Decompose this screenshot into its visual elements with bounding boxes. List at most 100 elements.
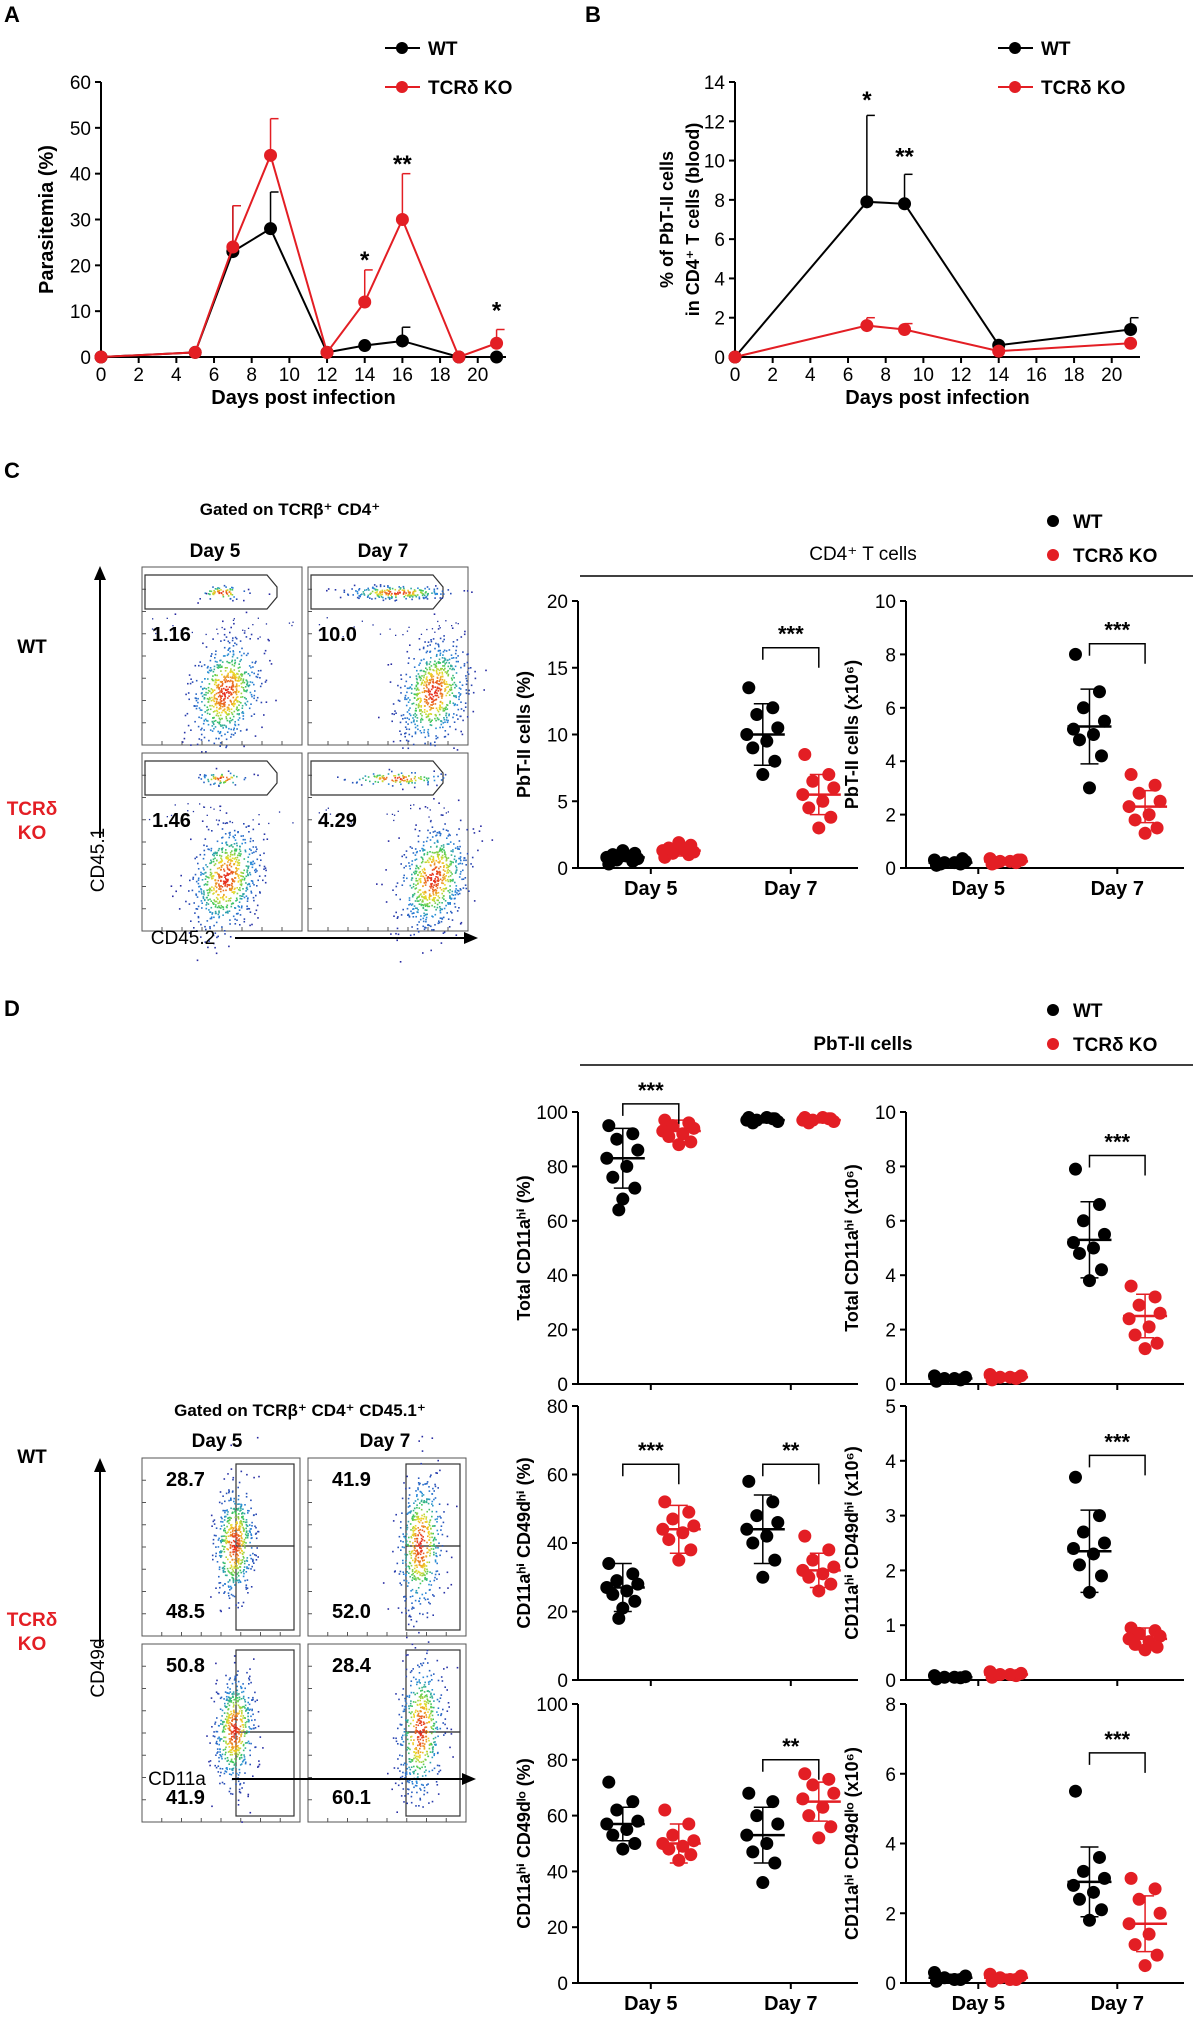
flow-event	[207, 701, 210, 703]
flow-event	[410, 1557, 413, 1559]
flow-event	[227, 680, 229, 682]
flow-event	[227, 1535, 230, 1537]
flow-event	[218, 1537, 220, 1540]
flow-event	[236, 1508, 239, 1510]
flow-event	[232, 1706, 235, 1708]
flow-event	[235, 1521, 238, 1523]
flow-event	[437, 661, 440, 663]
flow-event	[248, 853, 251, 856]
flow-event	[189, 682, 192, 685]
flow-event	[233, 1567, 235, 1569]
flow-event	[226, 1692, 228, 1694]
flow-event	[234, 1749, 237, 1752]
flow-event	[261, 726, 263, 729]
flow-event	[224, 711, 227, 714]
flow-event	[233, 596, 235, 598]
flow-event	[238, 906, 240, 908]
flow-event	[399, 1582, 401, 1584]
flow-event	[426, 1527, 428, 1530]
flow-event	[226, 1683, 229, 1685]
flow-event	[422, 1563, 425, 1566]
flow-event	[198, 664, 200, 667]
flow-event	[235, 696, 238, 699]
flow-event	[228, 1773, 231, 1775]
flow-event	[225, 745, 228, 747]
flow-event	[465, 887, 468, 890]
flow-event	[417, 1477, 420, 1479]
flow-event	[257, 673, 259, 676]
flow-event	[408, 1572, 410, 1574]
flow-event	[419, 713, 422, 715]
flow-event	[382, 775, 385, 777]
flow-event	[446, 1503, 449, 1506]
flow-event	[216, 871, 218, 874]
flow-event	[227, 688, 229, 691]
flow-event	[233, 1565, 236, 1568]
flow-event	[422, 844, 425, 847]
flow-event	[425, 920, 427, 923]
flow-event	[417, 867, 419, 869]
flow-event	[436, 906, 439, 909]
flow-event	[444, 690, 446, 692]
flow-event	[240, 871, 242, 874]
flow-event	[425, 1521, 428, 1523]
flow-event	[172, 895, 174, 898]
flow-event	[231, 872, 234, 875]
flow-event	[398, 586, 400, 588]
flow-event	[247, 685, 250, 688]
flow-event	[225, 591, 228, 593]
flow-event	[415, 710, 417, 712]
flow-event	[453, 843, 455, 845]
flow-event	[239, 1783, 241, 1786]
flow-event	[443, 680, 445, 683]
flow-event	[441, 678, 444, 681]
flow-event	[405, 1574, 407, 1577]
flow-event	[399, 686, 402, 689]
flow-event	[245, 1710, 247, 1712]
flow-event	[222, 620, 224, 623]
flow-event	[195, 908, 198, 910]
flow-event	[232, 650, 234, 652]
flow-event	[254, 1719, 256, 1721]
flow-event	[240, 1715, 242, 1717]
y-axis-title: % of PbT-II cells	[657, 151, 677, 288]
flow-event	[412, 593, 415, 595]
flow-event	[405, 856, 408, 859]
flow-event	[224, 680, 227, 683]
flow-event	[419, 662, 421, 665]
flow-event	[227, 1708, 229, 1711]
flow-event	[414, 1500, 417, 1502]
flow-event	[449, 860, 452, 863]
flow-event	[465, 864, 467, 866]
flow-event	[439, 847, 442, 849]
flow-event	[231, 704, 234, 706]
flow-d-plot-r0-c0: 28.748.5	[141, 1436, 301, 1637]
flow-event	[405, 1566, 408, 1568]
flow-event	[227, 1686, 229, 1689]
flow-event	[241, 1553, 244, 1555]
flow-event	[375, 588, 377, 591]
flow-event	[206, 920, 209, 922]
flow-event	[235, 598, 238, 600]
flow-event	[223, 1772, 226, 1775]
flow-event	[465, 677, 468, 680]
flow-event	[427, 876, 429, 878]
flow-event	[440, 1525, 443, 1527]
flow-event	[234, 702, 236, 705]
flow-event	[219, 1782, 221, 1785]
flow-event	[410, 1552, 413, 1554]
flow-event	[234, 784, 237, 786]
flow-event	[414, 1552, 416, 1555]
flow-event	[420, 705, 423, 707]
flow-event	[411, 703, 413, 705]
flow-event	[424, 742, 426, 745]
flow-event	[240, 1735, 242, 1738]
flow-event	[232, 645, 235, 647]
flow-event	[220, 697, 222, 700]
flow-event	[410, 804, 412, 806]
flow-event	[221, 688, 223, 690]
flow-event	[197, 697, 199, 700]
flow-event	[413, 905, 416, 907]
flow-event	[394, 599, 396, 602]
flow-event	[275, 699, 277, 702]
